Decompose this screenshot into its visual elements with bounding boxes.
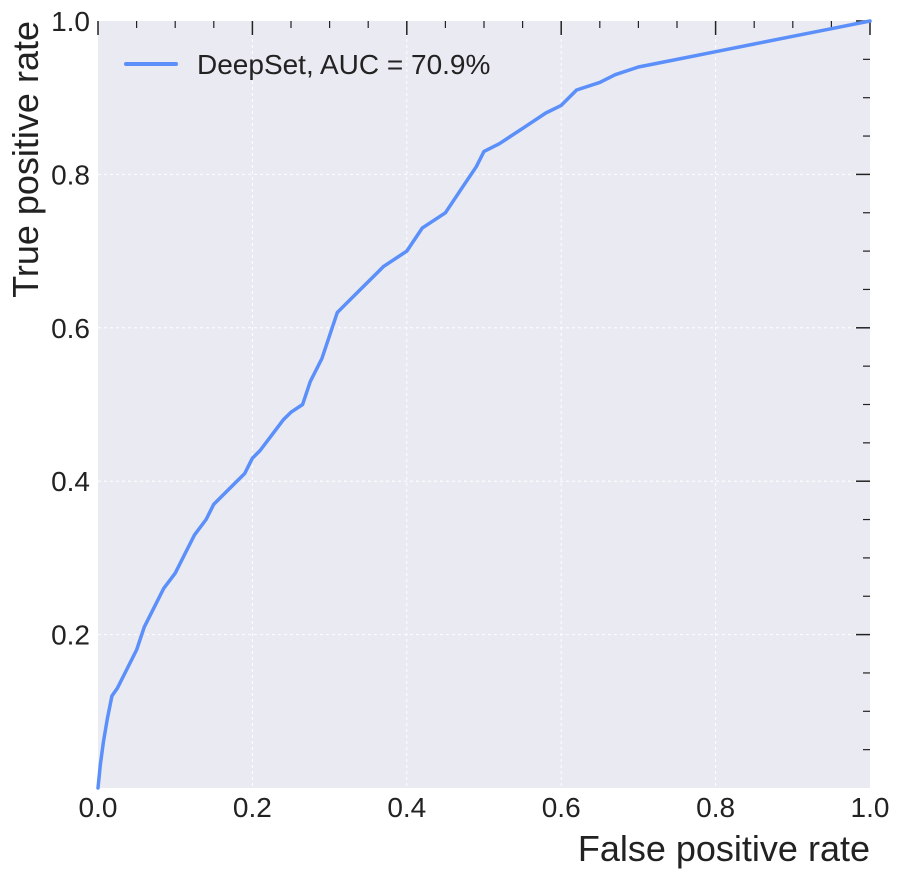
y-tick-label: 1.0 <box>51 6 90 37</box>
grid-lines <box>98 21 870 788</box>
legend: DeepSet, AUC = 70.9% <box>124 49 490 80</box>
tick-labels: 0.0 0.2 0.4 0.6 0.8 1.0 0.2 0.4 0.6 0.8 1.0 <box>51 6 889 823</box>
y-tick-label: 0.8 <box>51 159 90 190</box>
y-tick-label: 0.4 <box>51 466 90 497</box>
x-tick-label: 0.4 <box>387 792 426 823</box>
x-tick-label: 0.8 <box>696 792 735 823</box>
y-axis-label: True positive rate <box>5 21 46 298</box>
plot-area <box>98 21 870 788</box>
legend-label: DeepSet, AUC = 70.9% <box>197 49 490 80</box>
series-line-0 <box>96 19 872 790</box>
x-tick-label: 1.0 <box>851 792 890 823</box>
axis-ticks <box>97 20 871 751</box>
series-layer <box>96 19 872 790</box>
y-tick-label: 0.6 <box>51 313 90 344</box>
x-tick-label: 0.2 <box>233 792 272 823</box>
x-tick-label: 0.0 <box>79 792 118 823</box>
x-tick-label: 0.6 <box>542 792 581 823</box>
y-tick-label: 0.2 <box>51 620 90 651</box>
x-axis-label: False positive rate <box>578 828 870 869</box>
